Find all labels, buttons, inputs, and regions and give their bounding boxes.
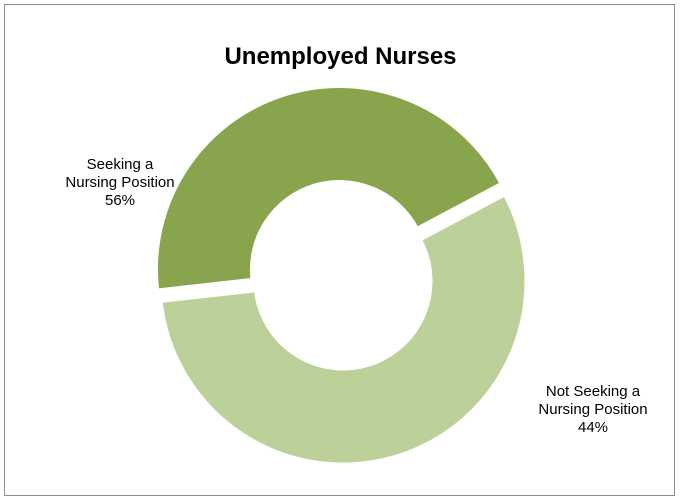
data-label-not-seeking-line2: Nursing Position <box>538 401 648 418</box>
chart-frame: Unemployed Nurses Seeking a Nursing Posi… <box>4 4 675 496</box>
data-label-not-seeking: Not Seeking a Nursing Position 44% <box>518 383 668 437</box>
data-label-not-seeking-line1: Not Seeking a <box>545 383 641 400</box>
slice-seeking[interactable] <box>159 193 528 466</box>
data-label-seeking-line2: Nursing Position <box>65 174 175 191</box>
data-label-seeking-percent: 56% <box>104 192 136 209</box>
slice-not-seeking[interactable] <box>154 85 503 292</box>
data-label-seeking: Seeking a Nursing Position 56% <box>45 156 195 210</box>
donut-chart <box>154 85 528 466</box>
data-label-not-seeking-percent: 44% <box>577 419 609 436</box>
data-label-seeking-line1: Seeking a <box>86 156 154 173</box>
chart-title: Unemployed Nurses <box>224 43 457 70</box>
